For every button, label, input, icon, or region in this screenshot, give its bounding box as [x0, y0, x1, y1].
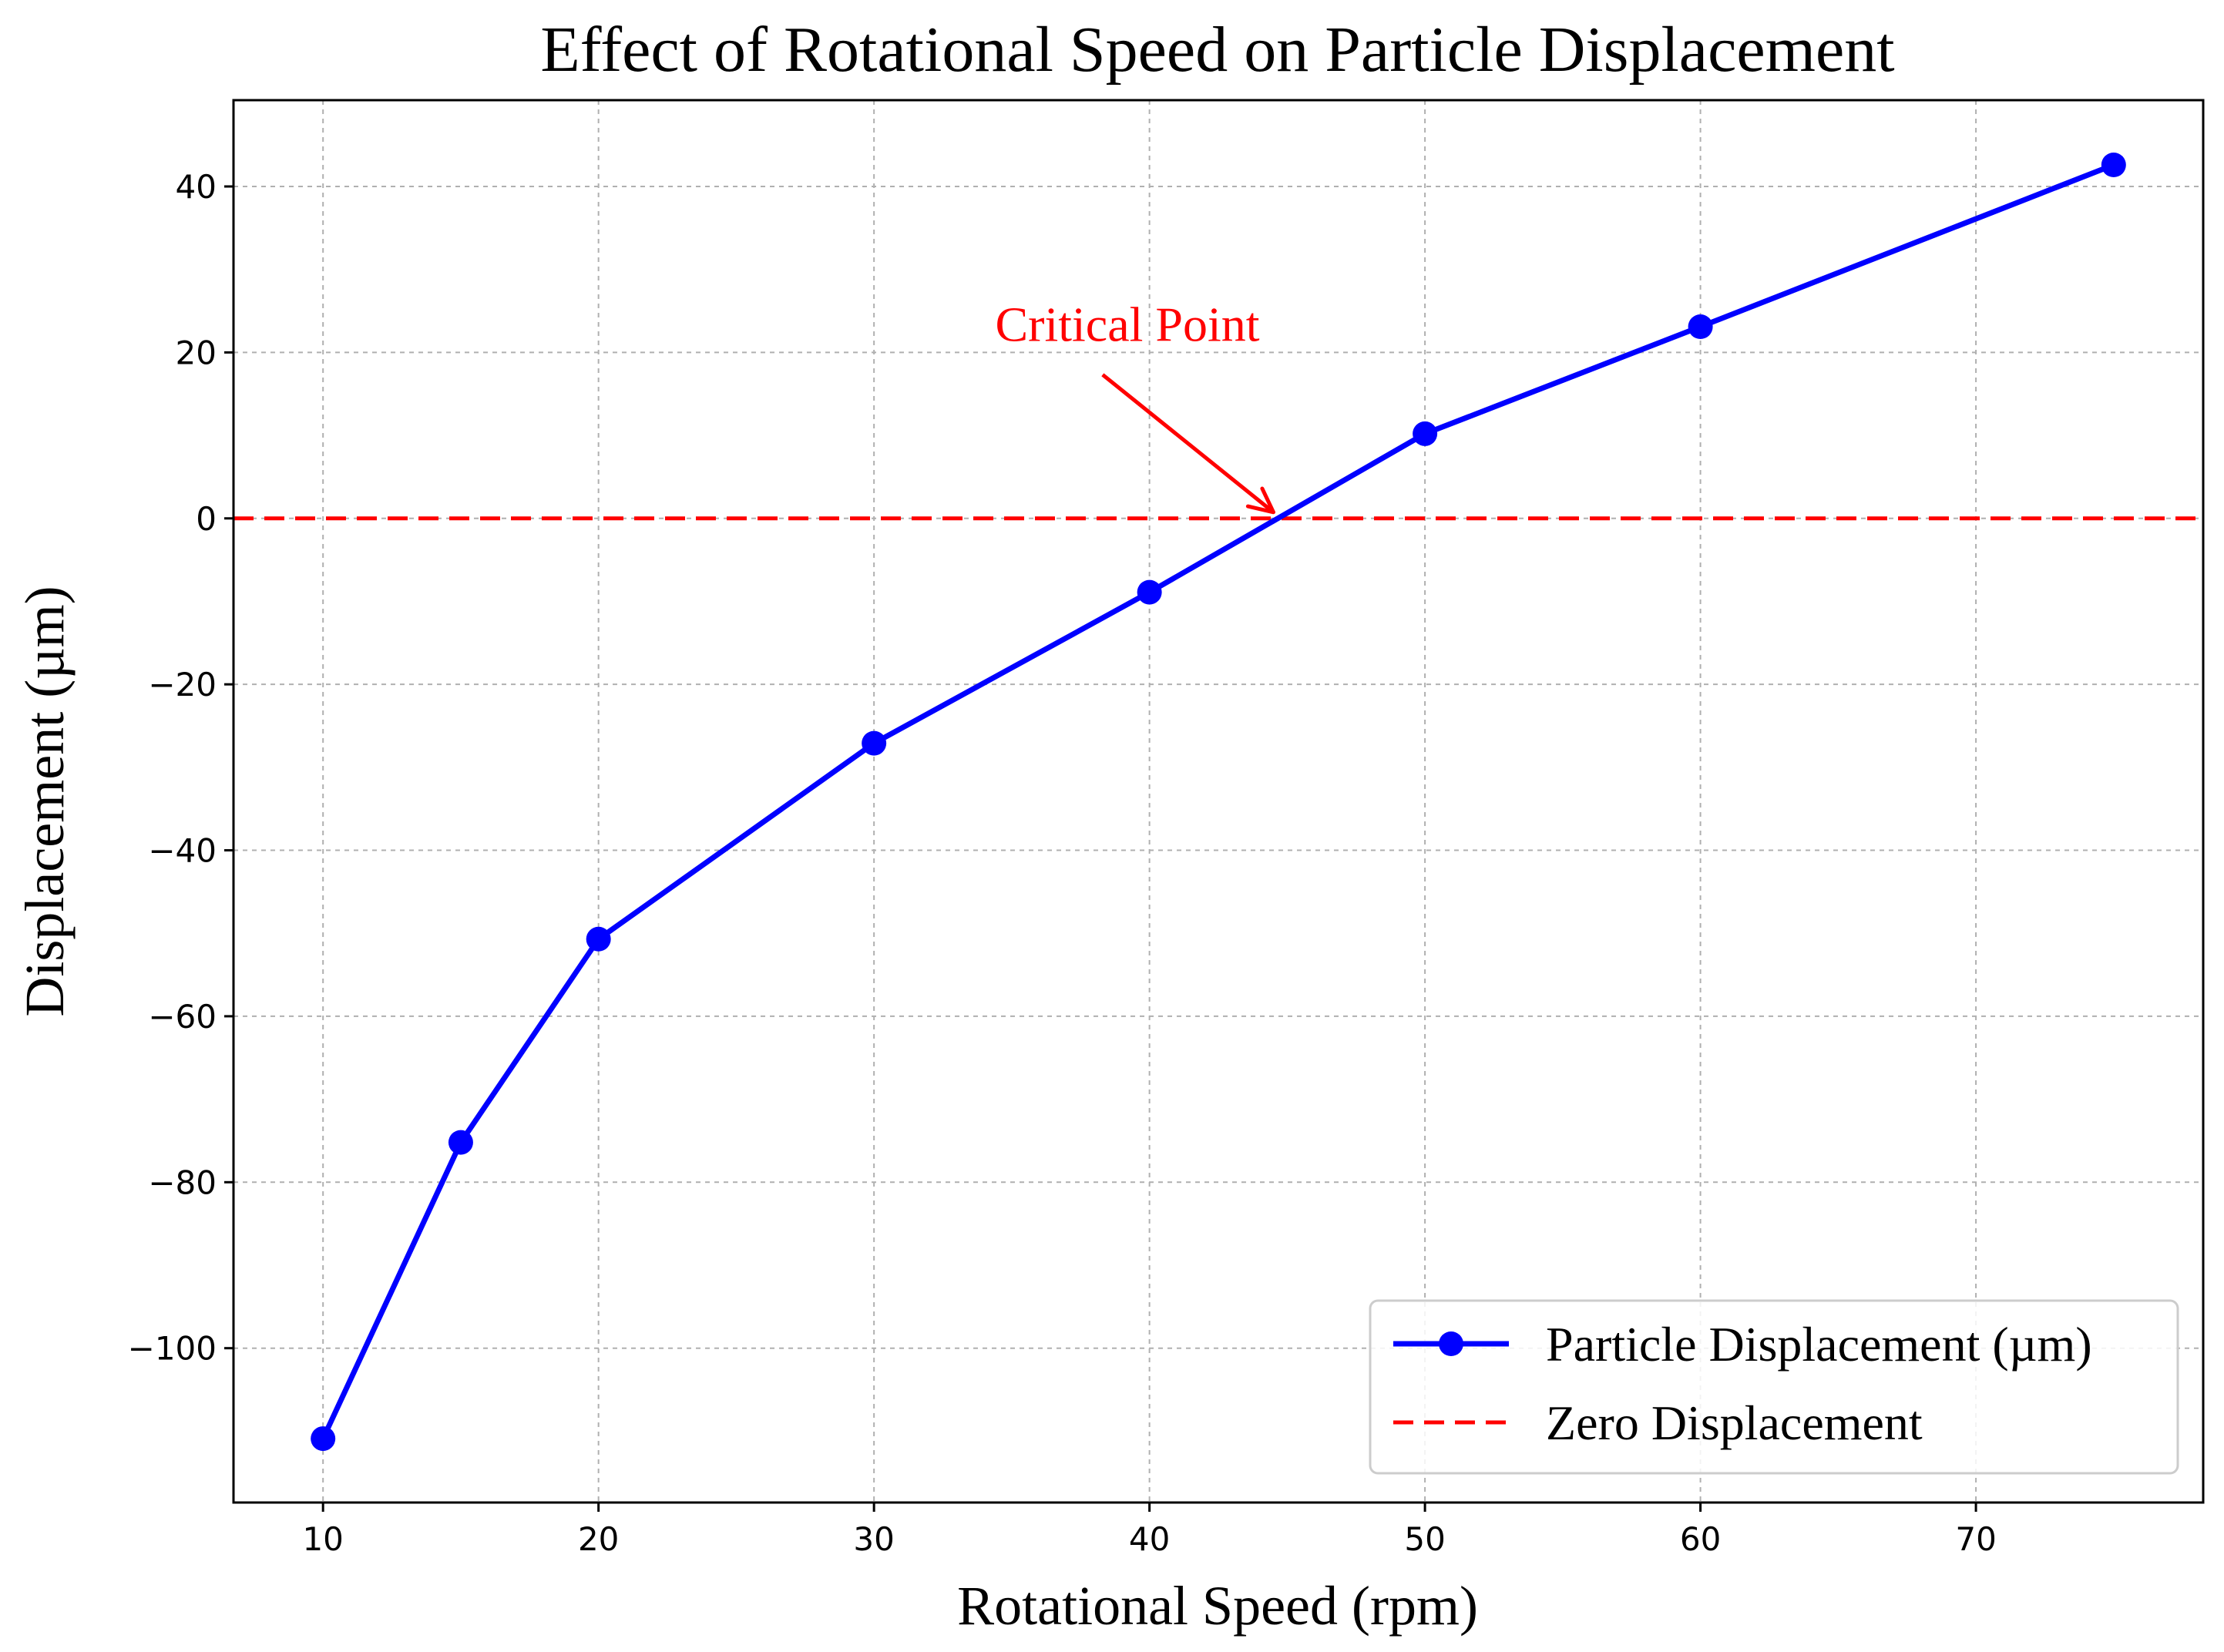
y-tick-label: −80	[148, 1163, 217, 1201]
x-tick-label: 30	[853, 1520, 894, 1558]
legend-label-zero-displacement: Zero Displacement	[1546, 1395, 1923, 1450]
y-tick-label: −20	[148, 666, 217, 703]
y-axis-label: Displacement (µm)	[14, 586, 76, 1016]
critical-point-arrowhead	[1245, 486, 1275, 515]
y-tick-label: 20	[176, 334, 217, 371]
legend-box	[1369, 1299, 2179, 1475]
plot-frame	[232, 99, 2205, 1504]
data-point	[448, 1130, 473, 1155]
critical-point-arrow	[1101, 373, 1275, 514]
legend-marker-particle-displacement	[1439, 1331, 1463, 1356]
y-tick-label: −40	[148, 832, 217, 870]
particle-displacement-line	[321, 162, 2115, 1440]
legend: Particle Displacement (µm) Zero Displace…	[1369, 1299, 2179, 1475]
x-axis-ticks: 10 20 30 40 50 60 70	[302, 1503, 1997, 1558]
y-axis-ticks: −100 −80 −60 −40 −20 0 20 40	[128, 168, 233, 1368]
y-tick-label: 0	[196, 500, 217, 538]
legend-label-particle-displacement: Particle Displacement (µm)	[1546, 1317, 2092, 1372]
data-point	[862, 730, 887, 756]
y-tick-label: −100	[128, 1330, 217, 1368]
y-tick-label: −60	[148, 998, 217, 1036]
x-tick-label: 20	[578, 1520, 619, 1558]
data-point	[1688, 314, 1713, 339]
chart-title: Effect of Rotational Speed on Particle D…	[540, 14, 1894, 86]
critical-point-label: Critical Point	[995, 297, 1259, 351]
data-point	[2101, 153, 2126, 177]
series-layer	[311, 153, 2126, 1452]
x-tick-label: 70	[1955, 1520, 1996, 1558]
y-tick-label: 40	[176, 168, 217, 206]
x-tick-label: 50	[1404, 1520, 1445, 1558]
x-tick-label: 60	[1680, 1520, 1721, 1558]
annotations: Critical Point	[995, 297, 1275, 515]
data-point	[311, 1426, 336, 1452]
data-point	[1137, 579, 1162, 605]
data-point	[1413, 421, 1438, 446]
x-axis-label: Rotational Speed (rpm)	[957, 1575, 1478, 1637]
data-point	[586, 926, 611, 952]
x-tick-label: 40	[1129, 1520, 1170, 1558]
x-tick-label: 10	[302, 1520, 343, 1558]
